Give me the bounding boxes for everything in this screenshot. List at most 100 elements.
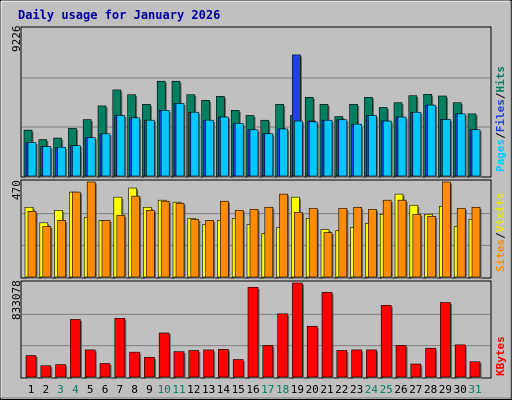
- kbytes-bar: [247, 286, 259, 378]
- pages-bar: [412, 111, 422, 177]
- sites-bar: [382, 199, 392, 278]
- kbytes-bars: [25, 282, 482, 379]
- sites-bar: [175, 202, 185, 278]
- pages-bar: [220, 116, 229, 177]
- x-tick-label: 18: [276, 383, 289, 396]
- kbytes-bar: [25, 355, 37, 378]
- kbytes-bar: [425, 347, 436, 378]
- x-tick-label: 22: [335, 383, 348, 396]
- sites-bar: [220, 200, 229, 278]
- sites-bar: [101, 220, 111, 278]
- kbytes-bar: [292, 282, 303, 378]
- x-tick-label: 11: [172, 383, 185, 396]
- kbytes-legend: KBytes: [494, 336, 507, 376]
- sites-bar: [205, 220, 214, 278]
- pages-bar: [456, 113, 466, 177]
- sites-bar: [131, 195, 140, 278]
- kbytes-bar: [366, 349, 377, 378]
- kbytes-bar: [262, 345, 274, 378]
- sites-bar: [427, 216, 436, 278]
- sites-bar: [42, 226, 52, 278]
- pages-bar: [323, 119, 333, 177]
- visits-bars: [24, 181, 482, 279]
- x-tick-label: 28: [424, 383, 437, 396]
- kbytes-bar: [469, 361, 481, 378]
- x-tick-label: 3: [57, 383, 64, 396]
- pages-bar: [234, 123, 244, 177]
- pages-bar: [27, 142, 37, 177]
- sites-bar: [234, 209, 244, 278]
- x-tick-label: 17: [261, 383, 274, 396]
- legend-visits: Visits: [494, 193, 507, 233]
- kbytes-bar: [440, 302, 451, 378]
- kbytes-bar: [55, 364, 66, 378]
- kbytes-bar: [351, 349, 362, 378]
- sites-bar: [190, 219, 200, 278]
- sites-bar: [279, 193, 288, 278]
- legend-slash: /: [494, 132, 507, 139]
- pages-bar: [72, 145, 81, 177]
- x-tick-label: 20: [306, 383, 319, 396]
- kbytes-bar: [395, 345, 407, 378]
- pages-bar: [205, 119, 214, 177]
- x-tick-label: 15: [232, 383, 245, 396]
- legend-slash: /: [494, 232, 507, 239]
- pages-bar: [264, 133, 274, 177]
- x-tick-label: 5: [87, 383, 94, 396]
- pages-bar: [471, 129, 481, 177]
- pages-bar: [249, 129, 259, 177]
- pages-bar: [131, 117, 140, 177]
- kbytes-bar: [410, 363, 422, 378]
- sites-bar: [412, 214, 422, 278]
- sites-bar: [294, 212, 303, 278]
- x-tick-label: 6: [102, 383, 109, 396]
- kbytes-bar: [158, 332, 170, 378]
- pages-bar: [368, 115, 377, 177]
- kbytes-bar: [306, 325, 318, 378]
- pages-bar: [294, 120, 303, 177]
- kbytes-bar: [218, 349, 229, 378]
- pages-bar: [397, 116, 407, 177]
- pages-bar: [427, 104, 436, 177]
- x-tick-label: 29: [439, 383, 452, 396]
- pages-bar: [382, 120, 392, 177]
- sites-bar: [308, 207, 318, 278]
- x-tick-label: 1: [28, 383, 35, 396]
- hits-bars: [23, 54, 482, 178]
- sites-bar: [86, 181, 96, 278]
- x-tick-label: 26: [394, 383, 407, 396]
- x-tick-label: 31: [468, 383, 481, 396]
- kbytes-bar: [144, 356, 155, 378]
- kbytes-bar: [380, 305, 392, 378]
- x-axis-day-labels: 1 2 3 4 5 6 7 8 9 10 11 12 13 14 15 16 17 18 19 20 21 22 23 24 2…: [28, 383, 482, 396]
- pages-bar: [86, 137, 96, 177]
- kbytes-bar: [277, 313, 288, 378]
- x-tick-label: 12: [187, 383, 200, 396]
- kbytes-bar: [188, 350, 200, 378]
- pages-bar: [308, 121, 318, 177]
- legend-pages: Pages: [494, 139, 507, 172]
- pages-bar: [116, 115, 126, 177]
- x-tick-label: 23: [350, 383, 363, 396]
- sites-bar: [264, 206, 274, 278]
- kbytes-bar: [99, 363, 111, 378]
- x-tick-label: 16: [246, 383, 259, 396]
- x-tick-label: 24: [365, 383, 379, 396]
- sites-bar: [57, 220, 66, 278]
- sites-bar: [397, 199, 407, 278]
- kbytes-bar: [232, 359, 244, 378]
- legend-files: Files: [494, 99, 507, 132]
- sites-bar: [353, 206, 362, 278]
- x-tick-label: 21: [320, 383, 333, 396]
- pages-bar: [190, 111, 200, 177]
- visits-legend: Sites/Visits: [494, 193, 507, 273]
- sites-bar: [146, 209, 155, 278]
- kbytes-bar: [336, 350, 348, 378]
- sites-bar: [160, 200, 170, 278]
- x-tick-label: 27: [409, 383, 422, 396]
- kbytes-bar: [114, 318, 126, 378]
- legend-kbytes: KBytes: [494, 336, 507, 376]
- sites-bar: [368, 208, 377, 278]
- x-tick-label: 30: [454, 383, 467, 396]
- hits-legend: Pages/Files/Hits: [494, 66, 507, 172]
